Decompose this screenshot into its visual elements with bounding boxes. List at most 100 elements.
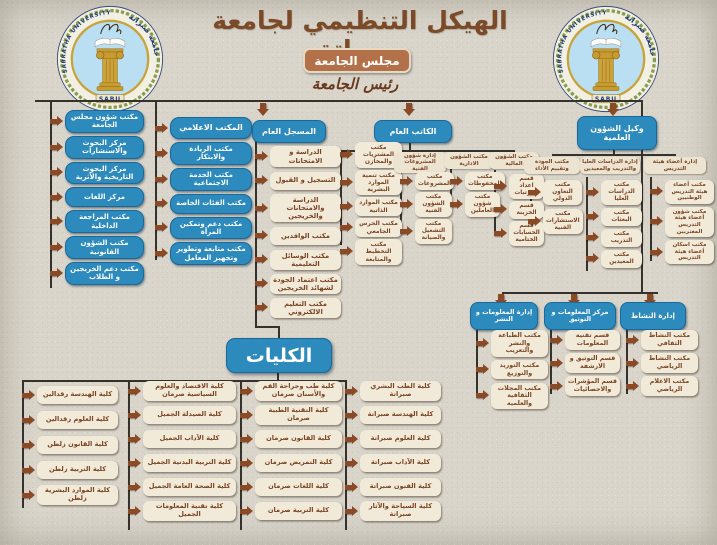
org-row: التسجيل و القبول bbox=[255, 170, 341, 191]
connector-line bbox=[278, 326, 280, 338]
arrow-right-icon bbox=[345, 409, 358, 420]
media-office-box: مكتب الريادة والابتكار bbox=[170, 142, 252, 165]
org-row: مكتب دعم الخريجين و الطلاب bbox=[50, 261, 144, 285]
arrow-right-icon bbox=[400, 198, 413, 209]
connector-line bbox=[476, 328, 478, 394]
arrow-right-icon bbox=[450, 175, 463, 186]
projects-dept-list: مكتب المشروعات مكتب الشؤون الفنية مكتب ا… bbox=[400, 172, 455, 244]
arrow-right-icon bbox=[626, 357, 639, 368]
arrow-right-icon bbox=[255, 302, 268, 313]
arrow-right-icon bbox=[340, 222, 353, 233]
faculties-column-3: كلية طب وجراحة الفم والأسنان صرمان كلية … bbox=[240, 380, 342, 524]
arrow-right-icon bbox=[22, 489, 35, 500]
org-row: مكتب الموارد الذاتية bbox=[340, 197, 402, 216]
connector-line bbox=[409, 139, 411, 150]
faculty-box: كلية الاقتصاد والعلوم السياسية صرمان bbox=[143, 381, 236, 401]
activity-dept-header: إدارة النشاط bbox=[620, 302, 686, 330]
connector-line bbox=[35, 100, 641, 102]
arrow-right-icon bbox=[128, 481, 141, 492]
projects-office-box: مكتب المشروعات bbox=[415, 172, 455, 190]
media-office-box: مكتب الفئات الخاصة bbox=[170, 193, 252, 214]
org-row: مكتب المراجعة الداخلية bbox=[50, 210, 144, 234]
arrow-right-icon bbox=[22, 389, 35, 400]
arrow-right-icon bbox=[22, 414, 35, 425]
org-row: مركز البحوث والاستشارات bbox=[50, 135, 144, 159]
media-office-box: مكتب الخدمة الاجتماعية bbox=[170, 167, 252, 191]
projects-office-box: مكتب التشغيل والصيانة bbox=[415, 218, 452, 244]
registrar-header: المسجل العام bbox=[252, 120, 326, 143]
org-row: مكتب الوسائل التعليمية bbox=[255, 249, 341, 271]
postgrad-dept-list: مكتب الدراسات العليا مكتب البعثات مكتب ا… bbox=[586, 180, 642, 268]
admin-affairs-list: مكتب المحفوظات مكتب شؤون العاملين bbox=[450, 172, 505, 217]
connector-line bbox=[22, 380, 346, 382]
secretary-direct-list: مكتب المشتريات والمخازن مكتب تنمية الموا… bbox=[340, 142, 402, 265]
arrow-right-icon bbox=[650, 246, 663, 257]
org-row: كلية الهندسة رقدالين bbox=[22, 384, 118, 406]
registrar-office-box: مكتب الوسائل التعليمية bbox=[270, 249, 341, 271]
org-row: مكتب أعضاء هيئة التدريس الوطنيين bbox=[650, 180, 714, 204]
org-row: مكتب الاستشارات الفنية bbox=[528, 208, 583, 234]
org-row: كلية القانون صرمان bbox=[240, 428, 342, 450]
postgrad-office-box: مكتب المعيدين bbox=[601, 249, 642, 268]
org-row: مركز البحوث التاريخية والأثرية bbox=[50, 161, 144, 185]
org-row: مكتب التعاون الدولي bbox=[528, 180, 582, 205]
arrow-right-icon bbox=[586, 253, 599, 264]
arrow-right-icon bbox=[50, 267, 63, 278]
arrow-right-icon bbox=[155, 198, 168, 209]
arrow-right-icon bbox=[345, 385, 358, 396]
arrow-right-icon bbox=[550, 357, 563, 368]
connector-line bbox=[345, 380, 347, 530]
org-row: مكتب الحرس الجامعي bbox=[340, 218, 402, 237]
quality-office-list: مكتب التعاون الدولي مكتب الاستشارات الفن… bbox=[528, 180, 583, 234]
president-office-box: مركز اللغات bbox=[65, 187, 144, 208]
connector-line bbox=[586, 177, 588, 271]
arrow-down-icon bbox=[606, 103, 619, 116]
quality-office-header: مكتب الجودة وتقييم الأداء bbox=[524, 157, 580, 174]
org-row: كلية الهندسة صبراتة bbox=[345, 404, 441, 426]
documentation-center-list: قسم تقنية المعلومات قسم التوثيق و الارشف… bbox=[550, 330, 620, 396]
faculty-members-office-box: مكتب شؤون أعضاء هيئة التدريس المغتربين bbox=[665, 206, 714, 238]
faculty-box: كلية الآداب صبراتة bbox=[360, 454, 441, 472]
info-publishing-box: مكتب المجلات الثقافية والعلمية bbox=[491, 382, 548, 410]
faculty-box: كلية العلوم صبراتة bbox=[360, 430, 441, 448]
org-row: كلية اللغات صرمان bbox=[240, 476, 342, 498]
arrow-right-icon bbox=[240, 481, 253, 492]
info-publishing-box: مكتب التوريد والتوزيع bbox=[491, 360, 548, 380]
arrow-right-icon bbox=[494, 227, 507, 238]
admin-affairs-column: مكتب المحفوظات مكتب شؤون العاملين bbox=[450, 172, 505, 219]
documentation-section-box: قسم تقنية المعلومات bbox=[565, 330, 620, 350]
faculty-members-dept-header: إدارة أعضاء هيئة التدريس bbox=[644, 157, 706, 174]
faculties-list-4: كلية الطب البشري صبراتة كلية الهندسة صبر… bbox=[345, 380, 441, 522]
arrow-right-icon bbox=[340, 201, 353, 212]
info-publishing-box: مكتب الطباعة والنشر والتعريب bbox=[491, 330, 548, 357]
arrow-right-icon bbox=[345, 457, 358, 468]
org-row: كلية الصحة العامة الجميل bbox=[128, 476, 236, 498]
faculty-box: كلية اللغات صرمان bbox=[255, 478, 342, 496]
faculties-column-2: كلية الاقتصاد والعلوم السياسية صرمان كلي… bbox=[128, 380, 236, 524]
faculty-box: كلية الفنون صبراتة bbox=[360, 478, 441, 496]
connector-line bbox=[255, 139, 257, 327]
admin-office-box: مكتب شؤون العاملين bbox=[465, 192, 500, 217]
org-row: مكتب التدريب bbox=[586, 228, 642, 247]
org-row: مكتب شؤون مجلس الجامعة bbox=[50, 110, 144, 133]
faculty-box: كلية التربية زلطن bbox=[37, 461, 118, 479]
arrow-down-icon bbox=[567, 294, 580, 307]
org-row: كلية العلوم صبراتة bbox=[345, 428, 441, 450]
connector-line bbox=[255, 326, 279, 328]
arrow-right-icon bbox=[240, 505, 253, 516]
faculty-box: كلية تقنية المعلومات الجميل bbox=[143, 501, 236, 521]
arrow-right-icon bbox=[128, 433, 141, 444]
president-office-box: مكتب الشؤون القانونية bbox=[65, 236, 144, 259]
org-row: مكتب التعليم الالكتروني bbox=[255, 297, 341, 319]
secretary-office-box: مكتب الحرس الجامعي bbox=[355, 218, 402, 237]
org-row: مكتب التشغيل والصيانة bbox=[400, 218, 452, 244]
secretary-office-box: مكتب التخطيط والمتابعة bbox=[355, 239, 402, 265]
arrow-right-icon bbox=[240, 457, 253, 468]
secretary-header: الكاتب العام bbox=[374, 120, 452, 143]
org-row: مكتب الخدمة الاجتماعية bbox=[155, 167, 252, 191]
faculty-box: كلية الآداب الجميل bbox=[143, 430, 236, 448]
faculty-box: كلية الموارد البشرية زلطن bbox=[37, 485, 118, 505]
arrow-right-icon bbox=[494, 204, 507, 215]
arrow-right-icon bbox=[50, 191, 63, 202]
